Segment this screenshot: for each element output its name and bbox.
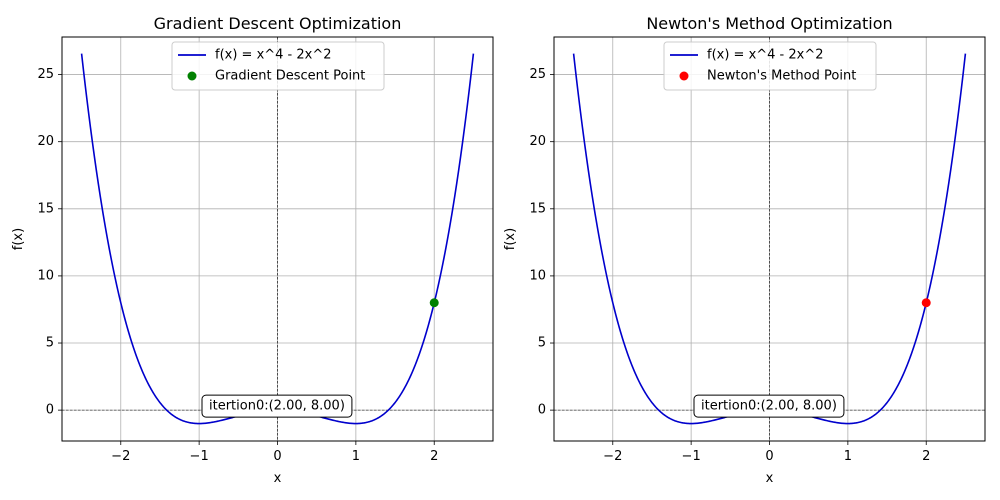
x-tick-label: 2 — [922, 449, 930, 464]
y-tick-label: 15 — [529, 201, 546, 216]
chart-title: Gradient Descent Optimization — [154, 14, 402, 33]
annotation-text: itertion0:(2.00, 8.00) — [701, 399, 837, 414]
x-tick-label: −2 — [603, 449, 622, 464]
legend-marker-swatch — [187, 71, 197, 81]
y-tick-label: 25 — [37, 67, 54, 82]
y-tick-label: 0 — [538, 403, 546, 418]
x-tick-label: −1 — [682, 449, 701, 464]
y-tick-label: 15 — [37, 201, 54, 216]
y-tick-label: 10 — [37, 268, 54, 283]
annotation-box — [693, 394, 845, 418]
x-axis-label: x — [766, 471, 774, 486]
x-tick-label: 0 — [273, 449, 281, 464]
y-tick-label: 5 — [46, 336, 54, 351]
legend-entry-point: Gradient Descent Point — [215, 69, 365, 84]
x-tick-label: −2 — [111, 449, 130, 464]
y-axis-label: f(x) — [11, 228, 26, 250]
x-tick-label: −1 — [190, 449, 209, 464]
x-tick-label: 1 — [352, 449, 360, 464]
legend-marker-swatch — [679, 71, 689, 81]
y-axis-label: f(x) — [503, 228, 518, 250]
legend: f(x) = x^4 - 2x^2 Newton's Method Point — [663, 41, 877, 91]
x-tick-label: 2 — [430, 449, 438, 464]
legend-box — [171, 41, 385, 91]
x-tick-label: 1 — [844, 449, 852, 464]
annotation-box — [201, 394, 353, 418]
x-axis-label: x — [274, 471, 282, 486]
x-tick-label: 0 — [765, 449, 773, 464]
annotation-text: itertion0:(2.00, 8.00) — [209, 399, 345, 414]
y-tick-label: 5 — [538, 336, 546, 351]
legend-entry-function: f(x) = x^4 - 2x^2 — [215, 48, 332, 63]
subplot-2: itertion0:(2.00, 8.00)−2 −1 0 1 20510152025N… — [503, 14, 986, 486]
optimization-point — [921, 298, 931, 308]
legend: f(x) = x^4 - 2x^2 Gradient Descent Point — [171, 41, 385, 91]
y-tick-label: 25 — [529, 67, 546, 82]
optimization-point — [429, 298, 439, 308]
y-tick-label: 20 — [529, 134, 546, 149]
legend-entry-function: f(x) = x^4 - 2x^2 — [707, 48, 824, 63]
legend-entry-point: Newton's Method Point — [707, 69, 856, 84]
subplot-1: itertion0:(2.00, 8.00)−2 −1 0 1 20510152025G… — [11, 14, 494, 486]
y-tick-label: 10 — [529, 268, 546, 283]
legend-box — [663, 41, 877, 91]
y-tick-label: 0 — [46, 403, 54, 418]
y-tick-label: 20 — [37, 134, 54, 149]
chart-title: Newton's Method Optimization — [646, 14, 892, 33]
